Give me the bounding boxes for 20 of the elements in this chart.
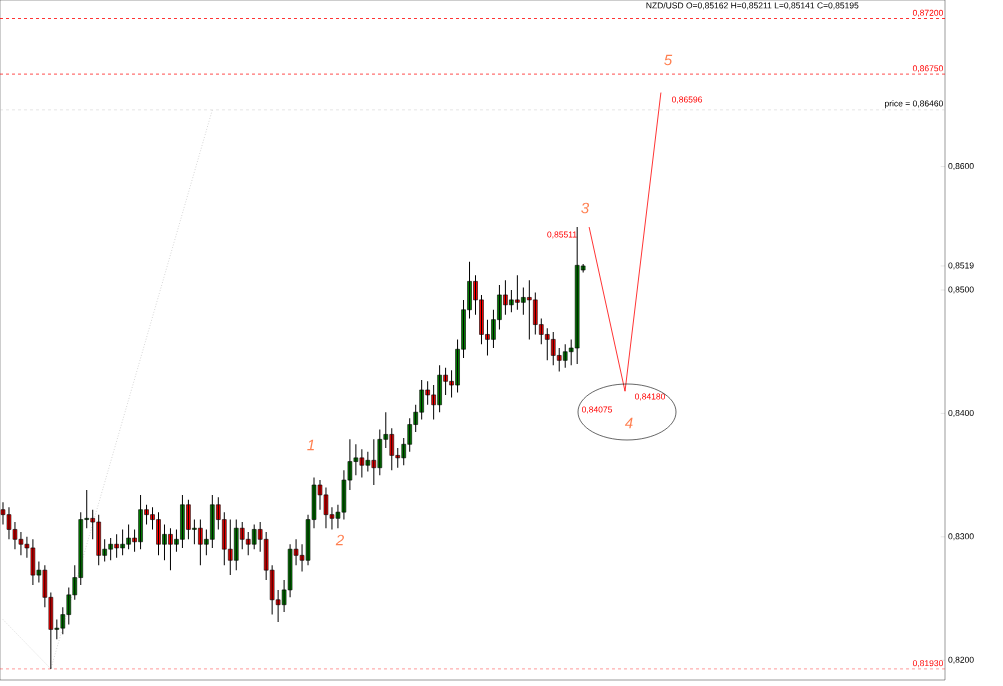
annotation: 0,86596 [671, 96, 702, 104]
annotation: 4 [624, 417, 633, 429]
annotation: 0,84075 [581, 406, 613, 414]
annotation: 5 [664, 54, 673, 66]
y-tick-label: 0,8500 [948, 286, 974, 294]
y-tick-label: 0,8400 [948, 409, 974, 417]
y-tick-label: 0,8300 [948, 533, 974, 541]
annotation: 2 [335, 534, 344, 546]
annotation: 3 [581, 202, 590, 214]
y-tick-label: 0,8200 [948, 656, 974, 664]
ref-line-label: price = 0,86460 [885, 100, 943, 109]
y-tick-label: 0,8600 [948, 163, 974, 171]
chart-title: NZD/USD O=0,85162 H=0,85211 L=0,85141 C=0,85195 [646, 2, 859, 10]
ref-line-label: 0,87200 [912, 9, 943, 17]
y-tick-label: 0,8519 [948, 262, 974, 270]
annotation: 0,85511 [547, 231, 577, 239]
ref-line-label: 0,81930 [912, 660, 943, 668]
ref-line-label: 0,86750 [912, 65, 943, 73]
annotation: 0,84180 [634, 393, 666, 401]
annotation: 1 [307, 439, 314, 451]
